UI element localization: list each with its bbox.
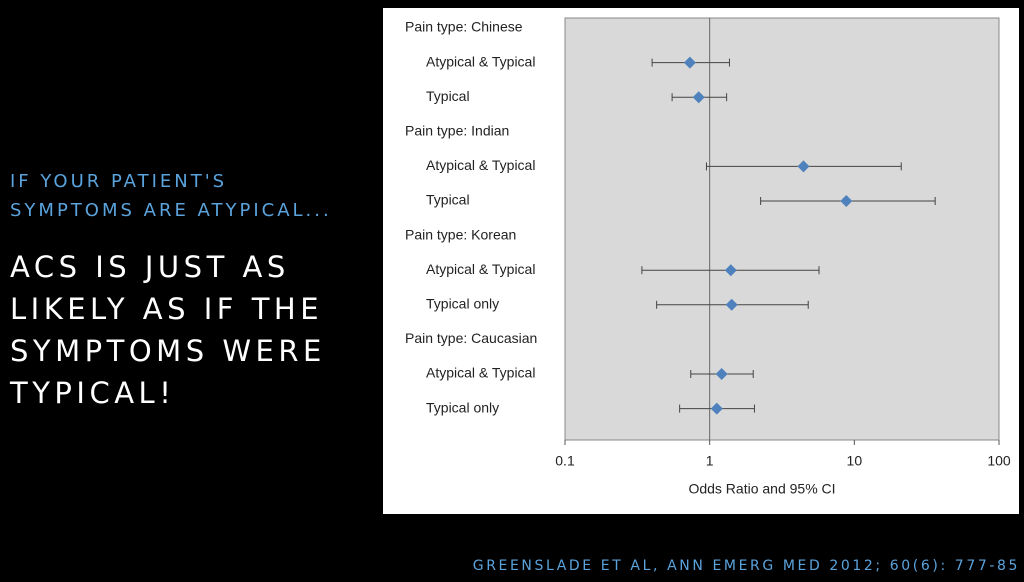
row-label: Atypical & Typical: [426, 365, 535, 381]
row-label: Atypical & Typical: [426, 261, 535, 277]
point: [710, 402, 723, 415]
point: [725, 298, 738, 311]
row-label: Typical only: [426, 399, 499, 415]
point: [724, 264, 737, 277]
point: [692, 91, 705, 104]
subtitle: SYMPTOMS ARE ATYPICAL...: [10, 200, 332, 221]
x-tick-label: 1: [706, 453, 714, 469]
row-label: Atypical & Typical: [426, 53, 535, 69]
group-label: Pain type: Caucasian: [405, 330, 537, 346]
point: [840, 195, 853, 207]
group-label: Pain type: Korean: [405, 226, 516, 242]
x-tick-label: 0.1: [555, 453, 575, 469]
headline: TYPICAL!: [9, 376, 175, 410]
point: [683, 56, 696, 69]
row-label: Typical: [426, 88, 470, 104]
row-label: Typical: [426, 192, 470, 208]
headline: ACS IS JUST AS: [10, 250, 290, 284]
row-label: Typical only: [426, 296, 499, 312]
point: [797, 160, 810, 173]
subtitle: IF YOUR PATIENT'S: [10, 171, 227, 192]
group-label: Pain type: Indian: [405, 123, 509, 139]
group-label: Pain type: Chinese: [405, 19, 523, 35]
row-label: Atypical & Typical: [426, 157, 535, 173]
x-tick-label: 10: [847, 453, 863, 469]
x-tick-label: 100: [987, 453, 1011, 469]
headline: LIKELY AS IF THE: [10, 292, 323, 326]
x-axis-title: Odds Ratio and 95% CI: [688, 481, 835, 497]
plot-area: [564, 17, 1000, 441]
citation: GREENSLADE ET AL, ANN EMERG MED 2012; 60…: [473, 558, 1020, 574]
headline: SYMPTOMS WERE: [10, 334, 326, 368]
point: [715, 368, 728, 380]
